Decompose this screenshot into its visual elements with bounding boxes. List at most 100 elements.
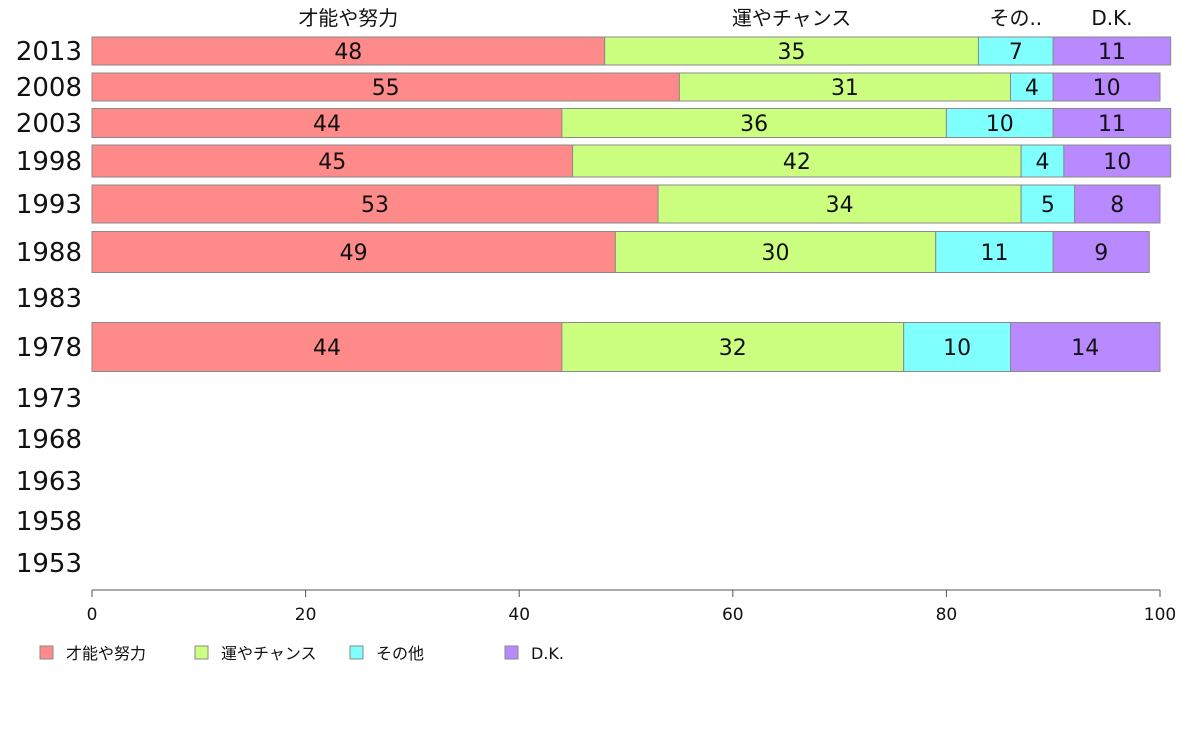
legend-label: 才能や努力 [66,644,146,663]
column-header: その.. [989,6,1042,30]
bar-segment [561,108,947,138]
data-label: 44 [313,336,341,361]
column-header: D.K. [1091,6,1132,30]
x-tick-label: 40 [508,605,530,625]
year-label: 1953 [16,549,82,579]
data-label: 5 [1041,193,1055,218]
data-label: 48 [334,40,362,65]
year-label: 2003 [16,109,82,139]
legend-item: D.K. [504,644,564,663]
data-label: 8 [1110,193,1124,218]
data-label: 55 [372,76,400,101]
x-tick-label: 60 [722,605,744,625]
data-label: 14 [1071,336,1099,361]
data-label: 11 [980,241,1008,266]
bar-segment [604,36,979,66]
data-label: 53 [361,193,389,218]
bar-row-2003: 2003 44 36 10 11 [16,108,1172,139]
data-label: 32 [719,336,747,361]
legend-swatch [39,645,54,660]
data-label: 10 [986,112,1014,137]
bar-segment [91,184,659,224]
legend: 才能や努力 運やチャンス その他 D.K. [39,644,564,663]
data-label: 10 [943,336,971,361]
data-label: 4 [1025,76,1039,101]
data-label: 42 [783,150,811,175]
legend-swatch [504,645,519,660]
column-header: 運やチャンス [732,6,851,30]
bar-segment [91,72,680,102]
bar-segment [1020,184,1076,224]
bar-segment [1009,72,1054,102]
bar-row-1963: 1963 [16,467,82,497]
data-label: 45 [318,150,346,175]
bar-segment [572,144,1022,178]
bar-row-2008: 2008 55 31 4 10 [16,72,1161,103]
column-header: 才能や努力 [298,6,398,30]
bar-segment [614,231,937,273]
year-label: 1963 [16,467,82,497]
legend-swatch [349,645,364,660]
legend-label: 運やチャンス [221,644,317,663]
data-label: 10 [1093,76,1121,101]
data-label: 10 [1103,150,1131,175]
bar-segment [91,322,563,372]
legend-item: 運やチャンス [194,644,317,663]
bar-row-1973: 1973 [16,384,82,414]
bar-row-1998: 1998 45 42 4 10 [16,144,1172,178]
year-label: 1998 [16,147,82,177]
bar-segment [935,231,1054,273]
bar-segment [657,184,1022,224]
bar-row-1978: 1978 44 32 10 14 [16,322,1161,372]
year-label: 1978 [16,333,82,363]
bar-row-1953: 1953 [16,549,82,579]
bar-segment [1052,108,1172,138]
year-label: 1958 [16,507,82,537]
data-label: 44 [313,112,341,137]
bar-row-1958: 1958 [16,507,82,537]
data-label: 11 [1098,112,1126,137]
legend-item: 才能や努力 [39,644,146,663]
x-tick-label: 20 [295,605,317,625]
bar-segment [1074,184,1161,224]
bar-segment [1063,144,1172,178]
data-label: 35 [778,40,806,65]
year-label: 1983 [16,284,82,314]
year-label: 1973 [16,384,82,414]
bar-segment [1052,231,1150,273]
data-label: 9 [1094,241,1108,266]
bar-segment [91,231,616,273]
data-label: 31 [831,76,859,101]
bar-segment [1052,72,1161,102]
bar-segment [91,36,606,66]
bar-row-2013: 2013 48 35 7 11 [16,36,1172,67]
x-tick-label: 100 [1144,605,1176,625]
data-label: 30 [762,241,790,266]
bar-segment [91,144,574,178]
bar-segment [1052,36,1172,66]
data-label: 36 [740,112,768,137]
year-label: 2013 [16,37,82,67]
x-tick-label: 80 [936,605,958,625]
legend-swatch [194,645,209,660]
bar-row-1993: 1993 53 34 5 8 [16,184,1161,224]
bar-row-1988: 1988 49 30 11 9 [16,231,1150,273]
year-label: 1968 [16,425,82,455]
bar-row-1983: 1983 [16,284,82,314]
data-label: 49 [340,241,368,266]
data-label: 11 [1098,40,1126,65]
year-label: 1988 [16,238,82,268]
x-axis: 0 20 40 60 80 100 [87,589,1176,625]
legend-label: D.K. [531,644,564,663]
bar-segment [977,36,1054,66]
x-tick-label: 0 [87,605,98,625]
year-label: 2008 [16,73,82,103]
data-label: 4 [1036,150,1050,175]
data-label: 7 [1009,40,1023,65]
bar-segment [903,322,1011,372]
legend-label: その他 [376,644,424,663]
bar-segment [91,108,563,138]
legend-item: その他 [349,644,424,663]
